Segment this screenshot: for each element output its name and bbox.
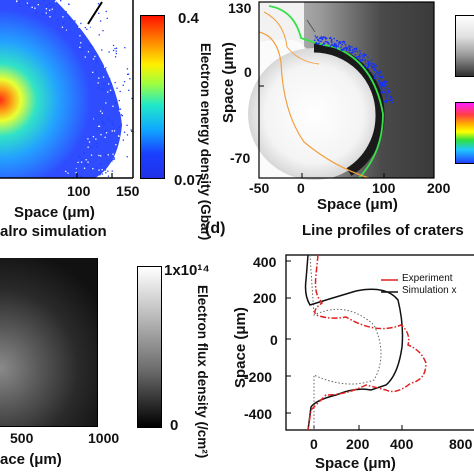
panel-d-experiment-line bbox=[307, 254, 427, 431]
panel-b-xtick-100: 100 bbox=[372, 180, 396, 196]
panel-b-xlabel: Space (μm) bbox=[317, 196, 398, 213]
panel-a-xlabel: Space (μm) bbox=[14, 204, 95, 221]
panel-b-image bbox=[248, 2, 434, 180]
panel-c-xtick-1000: 1000 bbox=[88, 430, 120, 446]
panel-d-ytick-400: 400 bbox=[253, 254, 277, 270]
panel-a-colorbar-min: 0.07 bbox=[174, 172, 204, 189]
panel-a-colorbar-label: Electron energy density (Gbar) bbox=[198, 43, 213, 241]
panel-c-image bbox=[0, 258, 98, 427]
panel-d-letter: (d) bbox=[205, 220, 226, 237]
panel-d-xlabel: Space (μm) bbox=[315, 455, 396, 472]
panel-a-arrow bbox=[87, 1, 103, 25]
panel-b-ytick-130: 130 bbox=[228, 0, 252, 16]
panel-d-plot bbox=[285, 254, 474, 431]
panel-b-grey-colorbar bbox=[455, 15, 474, 77]
panel-c-title: alro simulation bbox=[0, 223, 107, 240]
panel-a-xtick-100: 100 bbox=[67, 183, 91, 199]
panel-c-colorbar-max: 1x10¹⁴ bbox=[164, 262, 210, 279]
panel-b-blue-edge bbox=[314, 35, 394, 104]
panel-d-simulation-line bbox=[304, 254, 404, 431]
panel-c-colorbar-min: 0 bbox=[170, 417, 179, 434]
panel-b-ytick-0: 0 bbox=[244, 64, 252, 80]
panel-c-colorbar bbox=[137, 266, 162, 428]
panel-d-ytick-0: 0 bbox=[270, 332, 278, 348]
panel-b-xtick-200: 200 bbox=[427, 180, 451, 196]
panel-d-ytick-200: 200 bbox=[253, 290, 277, 306]
panel-d-ytick--400: -400 bbox=[244, 406, 273, 422]
panel-d-xtick-0: 0 bbox=[310, 436, 318, 452]
panel-d-xtick-400: 400 bbox=[390, 436, 414, 452]
panel-d-legend bbox=[381, 279, 398, 293]
panel-d-ytick--200: -200 bbox=[244, 369, 273, 385]
panel-a-frame bbox=[0, 0, 134, 179]
panel-b-ylabel: Space (μm) bbox=[220, 42, 237, 123]
panel-b-ytick--70: -70 bbox=[230, 150, 251, 166]
panel-d-xtick-200: 200 bbox=[346, 436, 370, 452]
panel-d-legend-experiment: Experiment bbox=[402, 273, 453, 284]
panel-c-colorbar-label: Electron flux density (/cm²) bbox=[195, 285, 210, 459]
panel-a-scatter-plot bbox=[0, 0, 133, 178]
panel-d-legend-simulation: Simulation x bbox=[402, 285, 457, 296]
panel-b-frame bbox=[258, 1, 435, 179]
panel-c-xtick-500: 500 bbox=[10, 430, 34, 446]
panel-a-colorbar bbox=[140, 15, 165, 179]
panel-d-xtick-800: 800 bbox=[449, 436, 473, 452]
panel-a-speckles bbox=[16, 0, 133, 177]
panel-b-contour-orange bbox=[258, 31, 370, 179]
panel-c-xlabel: ace (μm) bbox=[0, 451, 62, 468]
panel-b-contour-green bbox=[268, 5, 384, 179]
panel-b-xtick--50: -50 bbox=[249, 180, 270, 196]
panel-b-color-colorbar bbox=[455, 102, 474, 164]
panel-d-title: Line profiles of craters bbox=[302, 222, 464, 239]
panel-b-xtick-0: 0 bbox=[297, 180, 305, 196]
panel-a-xtick-150: 150 bbox=[116, 183, 140, 199]
panel-a-colorbar-max: 0.4 bbox=[178, 10, 199, 27]
